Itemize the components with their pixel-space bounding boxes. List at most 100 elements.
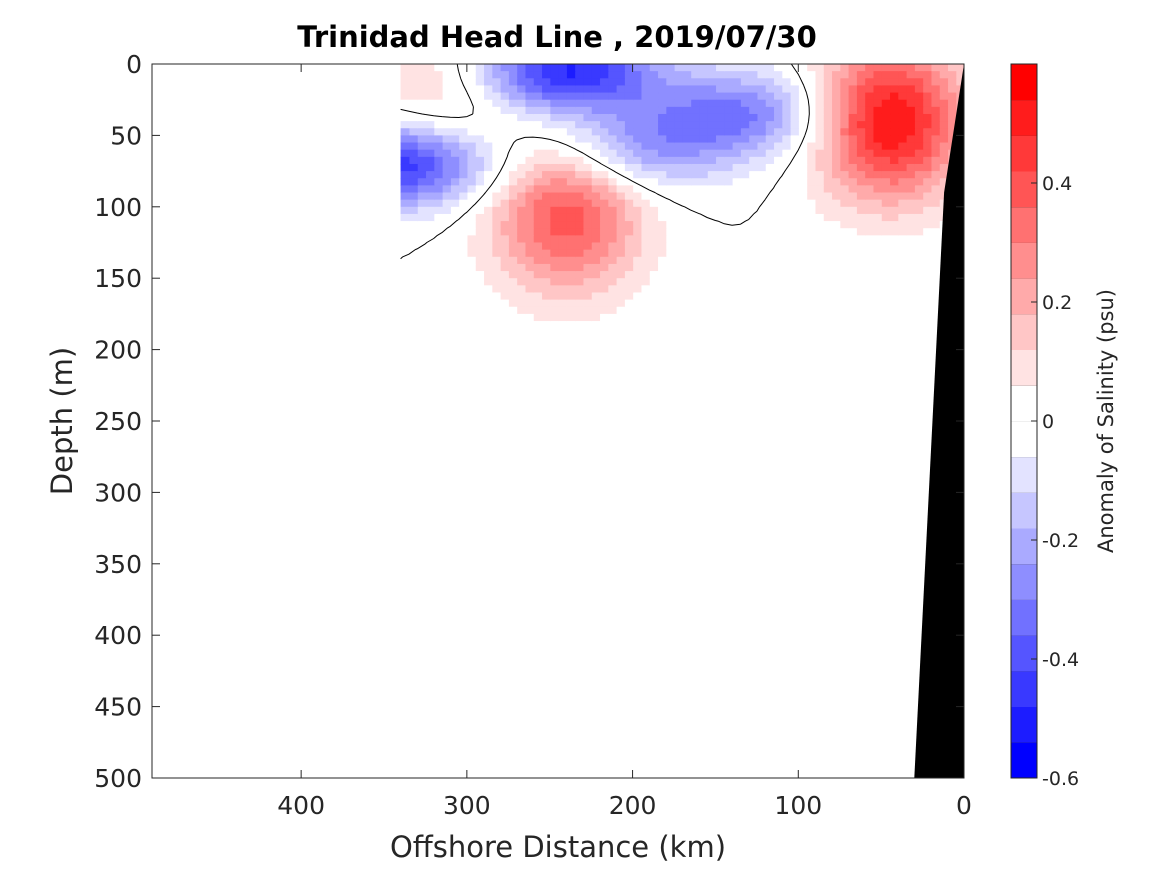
field-cell [889, 520, 899, 529]
field-cell [698, 256, 708, 265]
field-cell [889, 313, 899, 322]
field-cell [831, 335, 841, 344]
field-cell [889, 399, 899, 408]
field-cell [790, 249, 799, 258]
field-cell [897, 413, 907, 422]
field-cell [566, 720, 576, 729]
field-cell [723, 178, 733, 186]
field-cell [839, 313, 849, 322]
field-cell [906, 235, 915, 244]
field-cell [798, 470, 808, 479]
field-cell [649, 606, 659, 615]
field-cell [781, 478, 791, 486]
field-cell [839, 649, 849, 658]
field-cell [897, 506, 907, 515]
field-cell [624, 463, 634, 472]
field-cell [607, 770, 617, 778]
field-cell [790, 435, 799, 444]
field-cell [790, 128, 799, 136]
field-cell [856, 121, 866, 129]
field-cell [897, 463, 907, 472]
field-cell [566, 620, 576, 629]
field-cell [881, 513, 891, 522]
field-cell [848, 163, 857, 172]
field-cell [707, 706, 717, 715]
field-cell [558, 756, 567, 765]
field-cell [574, 292, 584, 301]
field-cell [599, 356, 609, 365]
field-cell [806, 385, 816, 394]
field-cell [864, 770, 874, 778]
field-cell [549, 149, 559, 158]
field-cell [939, 128, 949, 136]
field-cell [607, 392, 617, 401]
field-cell [856, 213, 866, 222]
field-cell [649, 306, 659, 315]
field-cell [690, 528, 700, 536]
field-cell [831, 285, 841, 294]
field-cell [806, 463, 816, 472]
field-cell [566, 635, 576, 643]
field-cell [856, 428, 866, 436]
field-cell [872, 299, 882, 308]
field-cell [582, 78, 592, 87]
field-cell [914, 628, 924, 636]
field-cell [707, 421, 717, 429]
field-cell [682, 378, 692, 386]
field-cell [914, 206, 924, 215]
field-cell [723, 328, 733, 336]
field-cell [715, 749, 725, 758]
field-cell [798, 749, 808, 758]
field-cell [889, 756, 899, 765]
field-cell [624, 613, 634, 622]
field-cell [649, 299, 659, 308]
field-cell [723, 121, 733, 129]
field-cell [707, 735, 717, 743]
field-cell [649, 528, 659, 536]
field-cell [765, 371, 775, 379]
field-cell [806, 470, 816, 479]
field-cell [914, 413, 924, 422]
field-cell [831, 699, 841, 708]
field-cell [707, 742, 717, 751]
field-cell [649, 663, 659, 672]
field-cell [930, 278, 940, 286]
field-cell [657, 206, 667, 215]
field-cell [732, 306, 741, 315]
field-cell [566, 428, 576, 436]
field-cell [574, 85, 584, 94]
field-cell [773, 406, 783, 415]
field-cell [798, 685, 808, 693]
field-cell [723, 256, 733, 265]
field-cell [690, 642, 700, 651]
field-cell [698, 499, 708, 508]
field-cell [848, 485, 857, 493]
field-cell [632, 92, 642, 101]
field-cell [773, 470, 783, 479]
field-cell [765, 185, 775, 194]
field-cell [632, 64, 642, 72]
field-cell [723, 406, 733, 415]
field-cell [839, 656, 849, 665]
field-cell [922, 135, 932, 144]
field-cell [765, 570, 775, 579]
field-cell [682, 263, 692, 272]
field-cell [831, 742, 841, 751]
field-cell [682, 163, 692, 172]
field-cell [790, 135, 799, 144]
field-cell [823, 435, 833, 444]
field-cell [640, 256, 650, 265]
field-cell [591, 321, 601, 329]
field-cell [773, 99, 783, 108]
field-cell [872, 256, 882, 265]
field-cell [806, 356, 816, 365]
field-cell [881, 135, 891, 144]
field-cell [682, 520, 692, 529]
field-cell [574, 442, 584, 451]
field-cell [632, 628, 642, 636]
field-cell [582, 756, 592, 765]
field-cell [756, 256, 766, 265]
field-cell [674, 313, 683, 322]
field-cell [682, 99, 692, 108]
field-cell [624, 263, 634, 272]
